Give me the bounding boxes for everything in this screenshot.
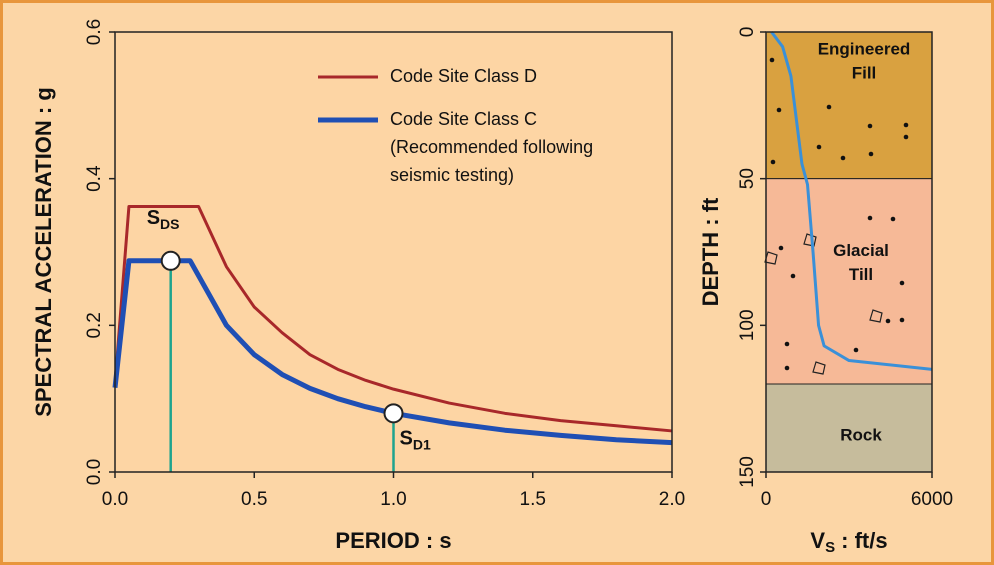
annotation-point xyxy=(385,404,403,422)
annotation-subscript: D1 xyxy=(413,436,431,452)
y-tick-label: 100 xyxy=(737,309,758,341)
y-axis-label: SPECTRAL ACCELERATION : g xyxy=(31,87,56,417)
layer-label: Glacial xyxy=(833,241,889,260)
x-tick-label: 0.5 xyxy=(241,489,267,510)
annotation-symbol: S xyxy=(147,207,160,229)
gravel xyxy=(785,366,790,371)
y-tick-label: 0 xyxy=(737,27,758,38)
gravel xyxy=(900,281,905,286)
y-tick-label: 0.0 xyxy=(84,459,105,485)
y-tick-label: 50 xyxy=(737,168,758,189)
x-axis-label-main: V xyxy=(810,528,825,553)
legend-note: seismic testing) xyxy=(390,165,514,185)
annotation-point xyxy=(162,252,180,270)
gravel xyxy=(771,160,776,165)
y-tick-label: 0.2 xyxy=(84,312,105,338)
gravel xyxy=(785,342,790,347)
x-tick-label: 2.0 xyxy=(659,489,685,510)
y-tick-label: 0.6 xyxy=(84,19,105,45)
layer-label: Engineered xyxy=(818,39,911,58)
x-axis-label-subscript: S xyxy=(825,539,835,556)
gravel xyxy=(891,217,896,222)
x-axis-label: VS : ft/s xyxy=(810,528,887,556)
gravel xyxy=(791,274,796,279)
legend-label: Code Site Class C xyxy=(390,109,537,129)
annotation-subscript: DS xyxy=(160,216,179,232)
x-axis-label: PERIOD : s xyxy=(335,528,451,553)
gravel xyxy=(779,246,784,251)
x-axis-label-unit: : ft/s xyxy=(841,528,887,553)
x-tick-label: 1.0 xyxy=(380,489,406,510)
layer-label: Rock xyxy=(840,425,882,444)
gravel xyxy=(868,216,873,221)
x-tick-label: 0.0 xyxy=(102,489,128,510)
gravel xyxy=(900,318,905,323)
gravel xyxy=(777,108,782,113)
annotation-symbol: S xyxy=(400,428,413,450)
y-tick-label: 0.4 xyxy=(84,165,105,192)
gravel xyxy=(868,124,873,129)
gravel xyxy=(854,348,859,353)
gravel xyxy=(817,145,822,150)
x-tick-label: 6000 xyxy=(911,489,953,510)
gravel xyxy=(841,156,846,161)
layer-label: Fill xyxy=(852,63,877,82)
gravel xyxy=(904,123,909,128)
gravel xyxy=(827,105,832,110)
figure: 0.0 0.5 1.0 1.5 2.0 0.0 0.2 0.4 0.6 SPECTRAL ACCE… xyxy=(0,0,994,565)
y-tick-label: 150 xyxy=(737,456,758,488)
y-axis-label: DEPTH : ft xyxy=(698,197,723,306)
gravel xyxy=(869,152,874,157)
legend-note: (Recommended following xyxy=(390,137,593,157)
gravel xyxy=(904,135,909,140)
x-axis-label-main: PERIOD : s xyxy=(335,528,451,553)
legend-label: Code Site Class D xyxy=(390,66,537,86)
gravel xyxy=(886,319,891,324)
gravel xyxy=(770,58,775,63)
layer-label: Till xyxy=(849,265,873,284)
x-tick-label: 0 xyxy=(761,489,772,510)
x-tick-label: 1.5 xyxy=(520,489,546,510)
